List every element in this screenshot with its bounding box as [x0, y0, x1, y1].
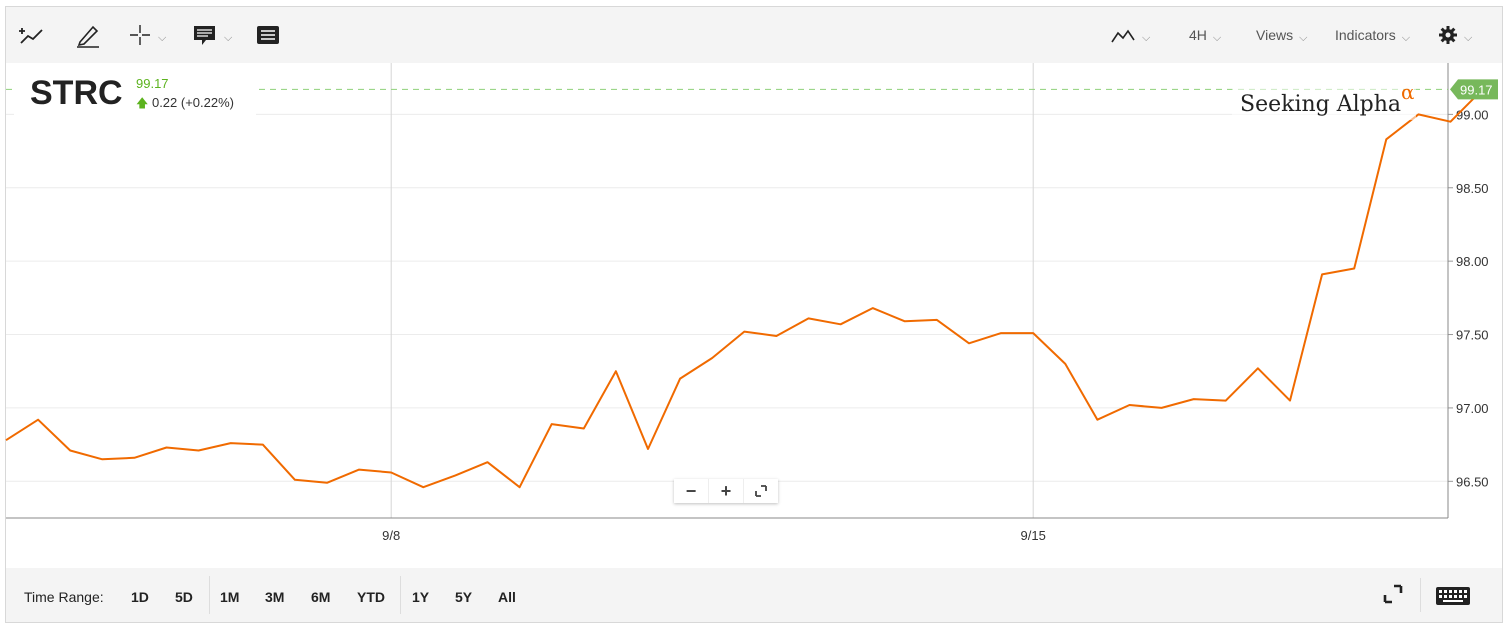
chevron-down-icon: ⌵ [1212, 31, 1222, 44]
zoom-reset-button[interactable] [744, 479, 778, 503]
indicators-label: Indicators [1335, 27, 1396, 43]
divider [209, 576, 210, 614]
ticker-symbol: STRC [30, 74, 123, 112]
views-dropdown[interactable]: Views ⌵ [1256, 7, 1307, 63]
chart-toolbar: ⌵ ⌵ ⌵ 4H ⌵ Views ⌵ Indicators ⌵ [6, 7, 1502, 63]
divider [1420, 578, 1421, 612]
chart-type-button[interactable]: ⌵ [1110, 7, 1150, 63]
keyboard-icon [1436, 587, 1470, 605]
range-5y-button[interactable]: 5Y [455, 589, 473, 605]
mountain-chart-icon [1111, 29, 1135, 43]
time-range-bar: Time Range: 1D 5D 1M 3M 6M YTD 1Y 5Y All [6, 568, 1502, 622]
chevron-down-icon: ⌵ [224, 31, 233, 44]
y-tick-label: 98.50 [1456, 181, 1489, 196]
crosshair-icon [130, 25, 150, 45]
y-tick-label: 99.00 [1456, 107, 1489, 122]
views-label: Views [1256, 27, 1294, 43]
y-tick-label: 98.00 [1456, 254, 1489, 269]
chevron-down-icon: ⌵ [1401, 31, 1411, 44]
price-change: 🡅 0.22 (+0.22%) [136, 94, 234, 115]
table-icon [257, 26, 279, 44]
range-3m-button[interactable]: 3M [265, 589, 285, 605]
x-tick-label: 9/8 [382, 528, 400, 543]
add-comparison-button[interactable] [16, 7, 46, 63]
range-1y-button[interactable]: 1Y [412, 589, 430, 605]
data-table-button[interactable] [256, 7, 280, 63]
alpha-symbol: α [1401, 80, 1415, 104]
crosshair-button[interactable]: ⌵ [128, 7, 166, 63]
settings-button[interactable]: ⌵ [1438, 7, 1472, 63]
annotation-button[interactable]: ⌵ [192, 7, 232, 63]
expand-icon [755, 485, 767, 497]
chevron-down-icon: ⌵ [158, 31, 167, 44]
price-tag-label: 99.17 [1460, 82, 1493, 97]
watermark-text: Seeking Alpha [1240, 92, 1402, 117]
fullscreen-button[interactable] [1382, 583, 1404, 610]
price-change-value: 0.22 (+0.22%) [151, 95, 234, 110]
ticker-header-bg [14, 66, 256, 118]
range-ytd-button[interactable]: YTD [357, 589, 385, 605]
pencil-icon [77, 25, 99, 48]
chevron-down-icon: ⌵ [1464, 31, 1473, 44]
zoom-in-button[interactable]: + [708, 479, 744, 503]
zoom-out-button[interactable]: − [685, 481, 697, 501]
comment-icon [194, 26, 215, 45]
x-tick-label: 9/15 [1021, 528, 1046, 543]
last-price: 99.17 [136, 76, 169, 91]
range-6m-button[interactable]: 6M [311, 589, 331, 605]
interval-label: 4H [1189, 27, 1207, 43]
range-1m-button[interactable]: 1M [220, 589, 240, 605]
chevron-down-icon: ⌵ [1142, 31, 1151, 44]
y-tick-label: 97.00 [1456, 401, 1489, 416]
arrow-up-icon: 🡅 [136, 96, 149, 110]
range-1d-button[interactable]: 1D [131, 589, 149, 605]
draw-button[interactable] [74, 7, 102, 63]
zoom-control: − + [674, 479, 778, 503]
keyboard-button[interactable] [1436, 587, 1470, 610]
gear-icon [1439, 26, 1457, 44]
range-all-button[interactable]: All [498, 589, 516, 605]
range-5d-button[interactable]: 5D [175, 589, 193, 605]
trend-plus-icon [19, 28, 43, 44]
indicators-dropdown[interactable]: Indicators ⌵ [1335, 7, 1410, 63]
seeking-alpha-logo: Seeking Alphaα [1240, 80, 1415, 117]
chevron-down-icon: ⌵ [1299, 31, 1308, 44]
price-series-line [5, 88, 1484, 489]
price-chart[interactable]: 96.5097.0097.5098.0098.5099.009/89/159/2… [0, 0, 1511, 568]
fullscreen-icon [1383, 584, 1403, 604]
y-tick-label: 97.50 [1456, 328, 1489, 343]
watermark-bg [1232, 88, 1416, 120]
time-range-label: Time Range: [24, 589, 104, 605]
divider [400, 576, 401, 614]
interval-dropdown[interactable]: 4H ⌵ [1189, 7, 1221, 63]
y-tick-label: 96.50 [1456, 474, 1489, 489]
price-tag [1450, 79, 1498, 100]
